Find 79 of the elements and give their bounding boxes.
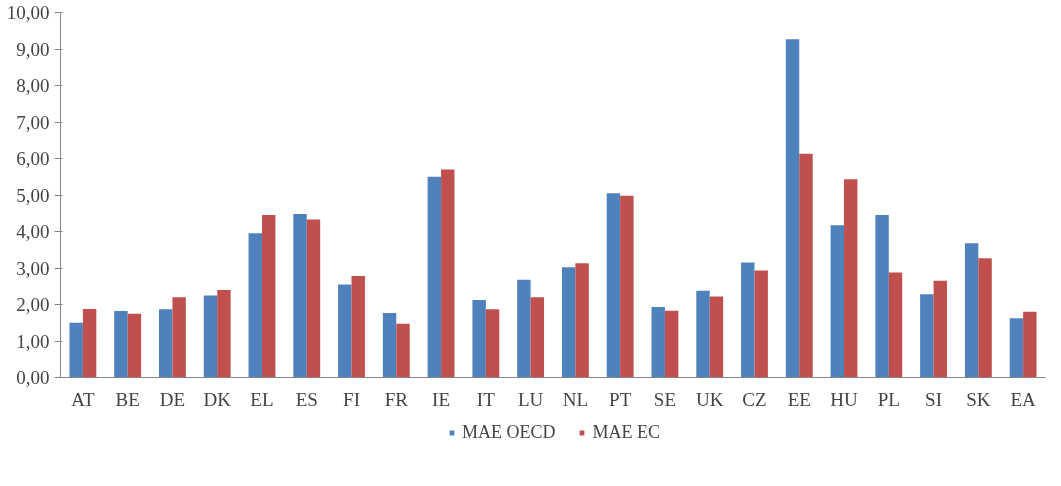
bar bbox=[606, 193, 621, 378]
x-tick-label: ES bbox=[295, 388, 318, 410]
y-tick-label: 2,00 bbox=[16, 294, 50, 315]
bar bbox=[382, 312, 397, 378]
x-tick-label: IT bbox=[476, 388, 496, 410]
x-tick-label: EA bbox=[1010, 388, 1037, 410]
x-tick-label: SE bbox=[653, 388, 677, 410]
bar bbox=[127, 313, 142, 378]
bar bbox=[203, 295, 218, 378]
bar bbox=[696, 290, 710, 378]
bar bbox=[82, 308, 97, 378]
bar bbox=[517, 279, 531, 378]
bar bbox=[844, 179, 858, 378]
y-tick-label: 0,00 bbox=[16, 367, 50, 388]
x-tick-label: UK bbox=[695, 388, 724, 410]
bar bbox=[485, 309, 500, 378]
y-tick-label: 7,00 bbox=[16, 111, 50, 133]
x-tick-label: DK bbox=[203, 388, 232, 410]
bar bbox=[217, 289, 231, 378]
x-tick-label: DE bbox=[159, 388, 186, 410]
bar bbox=[248, 233, 262, 378]
bar bbox=[159, 309, 173, 378]
bar bbox=[664, 310, 679, 378]
bar bbox=[261, 215, 276, 378]
x-tick-label: IE bbox=[432, 388, 451, 410]
bar bbox=[785, 39, 800, 378]
bar bbox=[651, 307, 665, 378]
y-tick-label: 4,00 bbox=[16, 221, 50, 242]
bar bbox=[293, 213, 307, 378]
bar bbox=[441, 169, 455, 378]
y-tick-label: 3,00 bbox=[16, 257, 50, 279]
bar bbox=[396, 323, 410, 378]
x-tick-label: SI bbox=[925, 388, 943, 410]
y-tick-label: 1,00 bbox=[16, 330, 50, 352]
bar bbox=[709, 296, 724, 378]
y-tick-label: 6,00 bbox=[16, 148, 50, 169]
y-tick-label: 8,00 bbox=[16, 75, 50, 96]
legend-label: MAE EC bbox=[592, 421, 660, 443]
bar bbox=[530, 297, 545, 378]
x-tick-label: CZ bbox=[742, 388, 767, 410]
bar bbox=[741, 262, 755, 378]
bar bbox=[575, 263, 589, 378]
bar bbox=[933, 280, 947, 378]
x-tick-label: AT bbox=[71, 388, 95, 410]
y-tick-label: 10,00 bbox=[6, 2, 50, 23]
bar bbox=[964, 243, 979, 378]
bar bbox=[888, 272, 903, 378]
bar bbox=[620, 195, 634, 378]
bar bbox=[338, 284, 352, 378]
bar bbox=[830, 225, 845, 378]
bar bbox=[875, 215, 889, 378]
bar bbox=[1009, 318, 1024, 378]
x-tick-label: SK bbox=[966, 388, 991, 410]
x-tick-label: EL bbox=[250, 388, 274, 410]
bar bbox=[920, 294, 934, 378]
x-tick-label: NL bbox=[562, 388, 589, 410]
bar bbox=[754, 270, 768, 378]
bar bbox=[172, 297, 186, 378]
bar bbox=[427, 176, 442, 378]
bar bbox=[69, 322, 83, 378]
bar bbox=[561, 267, 576, 378]
bar bbox=[472, 300, 486, 378]
x-tick-label: PL bbox=[877, 388, 900, 410]
x-tick-label: EE bbox=[787, 388, 811, 410]
bar bbox=[351, 276, 365, 378]
x-tick-label: HU bbox=[830, 388, 859, 410]
legend-label: MAE OECD bbox=[462, 421, 556, 443]
bar bbox=[306, 219, 321, 378]
x-tick-label: FI bbox=[343, 388, 360, 410]
y-tick-label: 5,00 bbox=[16, 184, 50, 206]
x-tick-label: BE bbox=[115, 388, 140, 410]
bar bbox=[114, 311, 128, 378]
x-tick-label: FR bbox=[384, 388, 409, 410]
y-tick-label: 9,00 bbox=[16, 38, 50, 60]
bar bbox=[1023, 311, 1037, 378]
bar bbox=[978, 258, 992, 378]
x-tick-label: LU bbox=[517, 388, 544, 410]
x-tick-label: PT bbox=[609, 388, 632, 410]
bar bbox=[799, 153, 813, 378]
